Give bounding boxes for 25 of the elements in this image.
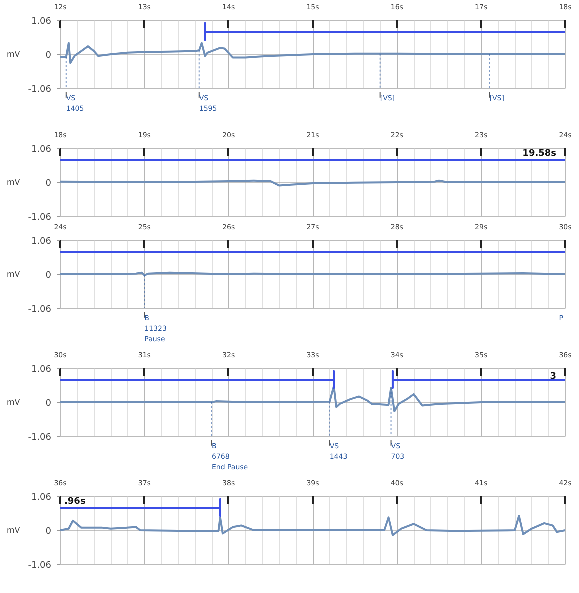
- y-tick-label: -1.06: [28, 433, 52, 443]
- y-tick-label: 1.06: [31, 145, 52, 155]
- annotation: .96s: [64, 497, 86, 508]
- y-axis-title: mV: [6, 526, 21, 535]
- y-tick-label: 1.06: [31, 493, 52, 503]
- y-tick-label: -1.06: [28, 213, 52, 223]
- y-axis-title: mV: [6, 398, 21, 407]
- y-tick-label: 1.06: [31, 17, 52, 27]
- annotation: 19.58s: [522, 149, 557, 160]
- y-tick-label: 0: [46, 527, 52, 537]
- y-tick-label: 0: [46, 399, 52, 409]
- y-tick-label: 1.06: [31, 365, 52, 375]
- line-series: [60, 515, 566, 536]
- y-tick-label: -1.06: [28, 85, 52, 95]
- y-axis-title: mV: [6, 50, 21, 59]
- y-tick-label: 0: [46, 271, 52, 281]
- y-axis-title: mV: [6, 270, 21, 279]
- y-tick-label: -1.06: [28, 305, 52, 315]
- y-tick-label: 1.06: [31, 237, 52, 247]
- line-series: [60, 42, 566, 64]
- line-series: [60, 385, 566, 412]
- y-tick-label: 0: [46, 51, 52, 61]
- y-axis-title: mV: [6, 178, 21, 187]
- y-tick-label: 0: [46, 179, 52, 189]
- y-tick-label: -1.06: [28, 561, 52, 571]
